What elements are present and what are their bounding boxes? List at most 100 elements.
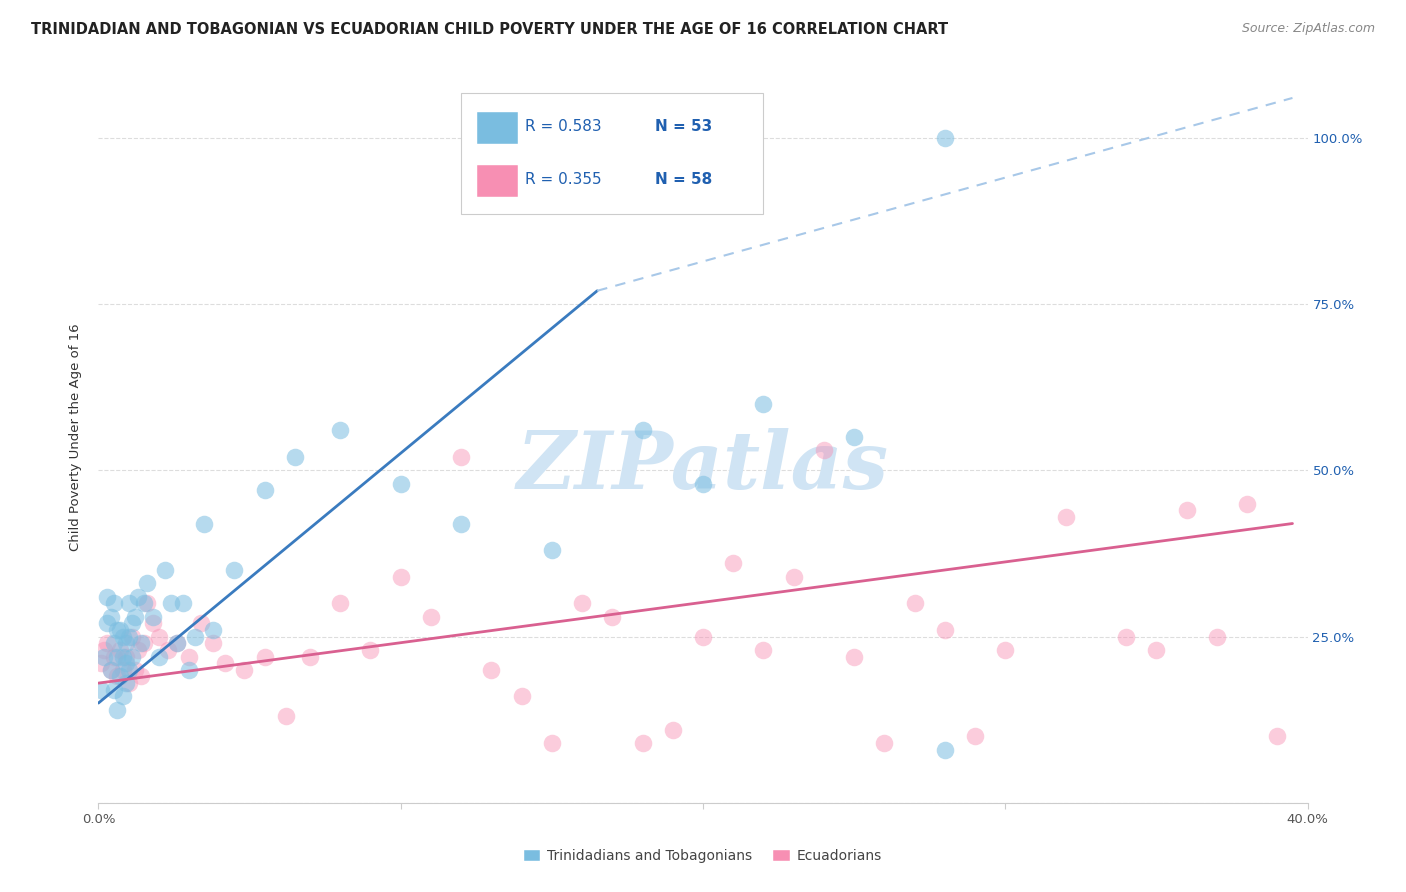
Point [253,649,276,664]
Point [193,516,215,531]
Point [93,649,115,664]
Point [934,623,956,637]
Point [1206,630,1229,644]
Point [153,563,176,577]
Point [135,596,157,610]
Point [121,649,143,664]
Point [214,656,236,670]
Point [142,616,165,631]
Point [121,616,143,631]
Text: Source: ZipAtlas.com: Source: ZipAtlas.com [1241,22,1375,36]
Point [127,590,149,604]
Point [692,476,714,491]
Point [100,663,122,677]
Point [111,690,134,704]
Point [100,609,122,624]
Point [450,450,472,464]
Point [1115,630,1137,644]
Point [118,663,141,677]
Point [602,609,624,624]
FancyBboxPatch shape [461,94,763,214]
Point [389,570,412,584]
Point [179,663,201,677]
Point [100,663,122,677]
Point [420,609,443,624]
Point [752,397,775,411]
Point [108,643,131,657]
Point [114,649,136,664]
Point [121,630,143,644]
Point [103,649,125,664]
Point [103,596,125,610]
Point [253,483,276,498]
Point [103,636,125,650]
Point [873,736,896,750]
Point [284,450,307,464]
Point [844,649,866,664]
Point [1054,509,1077,524]
Point [571,596,593,610]
Point [299,649,322,664]
Point [90,656,112,670]
Point [232,663,254,677]
Point [105,623,128,637]
Point [1236,497,1258,511]
Point [93,643,115,657]
Point [510,690,533,704]
Point [129,636,152,650]
Point [108,669,131,683]
Text: R = 0.583: R = 0.583 [526,119,602,134]
Point [96,590,118,604]
Point [118,596,141,610]
Point [118,676,141,690]
Point [661,723,683,737]
Point [274,709,297,723]
Point [114,636,136,650]
Point [166,636,188,650]
Point [148,630,170,644]
Point [129,669,152,683]
Legend: Trinidadians and Tobagonians, Ecuadorians: Trinidadians and Tobagonians, Ecuadorian… [519,844,887,869]
Point [127,643,149,657]
Point [994,643,1017,657]
Point [934,742,956,756]
Point [1175,503,1198,517]
Point [631,424,654,438]
Point [90,682,112,697]
Point [540,736,562,750]
Point [360,643,382,657]
Point [135,576,157,591]
Point [723,557,745,571]
Text: ZIPatlas: ZIPatlas [517,427,889,505]
Point [389,476,412,491]
Point [450,516,472,531]
Point [105,703,128,717]
Point [481,663,503,677]
Point [96,616,118,631]
Point [179,649,201,664]
Point [166,636,188,650]
Point [904,596,927,610]
Point [111,663,134,677]
Point [540,543,562,558]
Point [108,623,131,637]
Point [813,443,835,458]
Point [631,736,654,750]
Point [124,663,146,677]
Point [844,430,866,444]
Point [148,649,170,664]
Point [156,643,179,657]
Point [96,636,118,650]
Point [965,729,987,743]
Point [934,131,956,145]
Point [202,623,225,637]
Point [160,596,183,610]
Point [329,424,352,438]
Point [224,563,246,577]
Point [329,596,352,610]
Point [111,649,134,664]
Text: TRINIDADIAN AND TOBAGONIAN VS ECUADORIAN CHILD POVERTY UNDER THE AGE OF 16 CORRE: TRINIDADIAN AND TOBAGONIAN VS ECUADORIAN… [31,22,948,37]
FancyBboxPatch shape [477,165,517,197]
Point [124,609,146,624]
Point [172,596,194,610]
